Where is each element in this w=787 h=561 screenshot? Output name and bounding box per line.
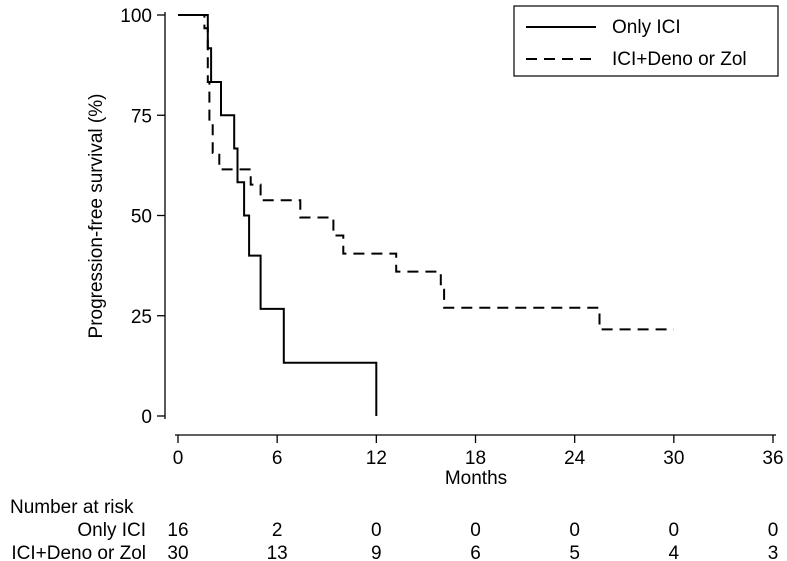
x-tick-label: 30 [663,448,684,469]
x-tick-label: 24 [564,448,586,469]
y-axis-label: Progression-free survival (%) [86,94,107,339]
x-tick-label: 6 [272,448,283,469]
x-tick-label: 0 [173,448,184,469]
series-line-only-ici [178,14,378,416]
risk-count: 2 [272,520,283,541]
risk-table: Number at risk Only ICI 16 2 0 0 0 0 0 ICI+Deno … [10,497,778,561]
risk-row-label: Only ICI [77,520,146,541]
y-tick-label: 25 [131,307,152,328]
x-tick-label: 36 [762,448,783,469]
y-tick-label: 100 [120,6,152,27]
risk-row-label: ICI+Deno or Zol [11,543,146,561]
risk-count: 0 [669,520,680,541]
risk-count: 13 [267,543,288,561]
legend-label-only-ici: Only ICI [612,17,681,38]
y-tick-label: 50 [131,207,152,228]
risk-count: 0 [768,520,779,541]
risk-count: 16 [167,520,188,541]
x-axis-label: Months [445,468,507,489]
risk-count: 5 [569,543,580,561]
legend: Only ICI ICI+Deno or Zol [513,5,779,77]
survival-curves [178,14,674,416]
risk-count: 3 [768,543,779,561]
risk-count: 0 [371,520,382,541]
risk-count: 9 [371,543,382,561]
risk-count: 0 [569,520,580,541]
y-tick-label: 0 [141,407,152,428]
y-tick-label: 75 [131,106,152,127]
risk-count: 6 [470,543,481,561]
risk-count: 30 [167,543,188,561]
x-tick-label: 18 [465,448,486,469]
axis-ticks: 0 25 50 75 100 0 6 12 18 24 30 36 [120,6,783,469]
x-tick-label: 12 [366,448,387,469]
legend-box [513,5,779,77]
series-line-ici-deno-zol [178,14,674,331]
risk-table-heading: Number at risk [10,497,134,518]
risk-count: 4 [669,543,680,561]
legend-label-ici-deno-zol: ICI+Deno or Zol [612,49,747,70]
risk-count: 0 [470,520,481,541]
